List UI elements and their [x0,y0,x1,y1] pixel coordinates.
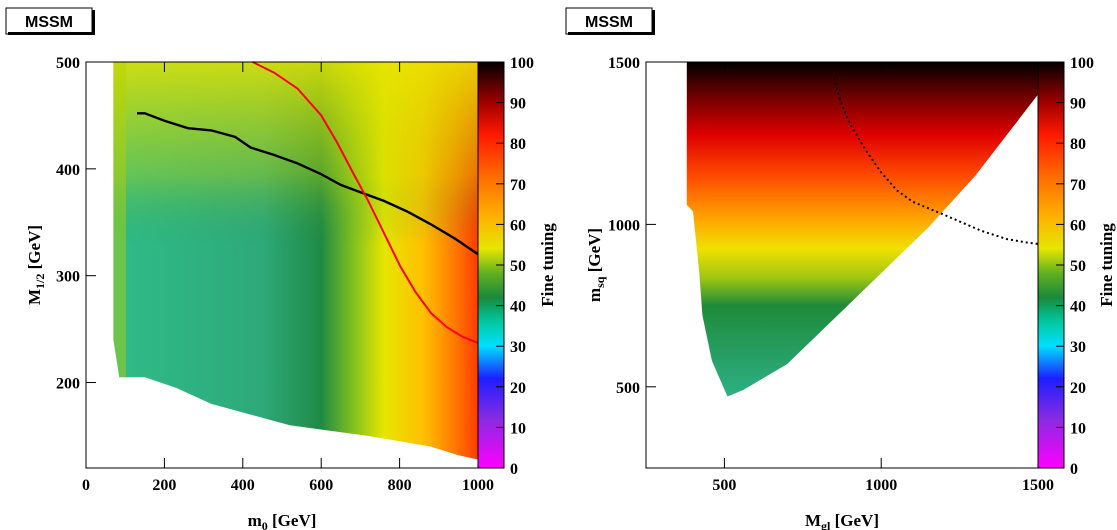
right-colorbar [1037,61,1065,469]
colorbar-tick-label: 80 [1070,136,1086,153]
colorbar-tick-label: 90 [1070,96,1086,113]
right-colorbar-label: Fine tuning [1097,223,1116,307]
colorbar-tick-label: 10 [510,420,526,437]
right-x-axis: 500 1000 1500 [712,62,1054,494]
y-tick-label: 400 [56,162,80,179]
right-y-label: msq [GeV] [585,228,607,302]
x-tick-label: 500 [712,477,736,494]
y-tick-label: 1500 [608,55,640,72]
colorbar-tick-label: 100 [510,55,534,72]
y-tick-label: 200 [56,376,80,393]
left-colorbar-label: Fine tuning [538,223,557,307]
colorbar-tick-label: 30 [1070,339,1086,356]
left-tag: MSSM [25,14,73,31]
x-tick-label: 1000 [462,477,494,494]
right-chart: 500 1000 1500 500 1000 1500 0 10 20 30 40 50 60 70 8… [565,7,1116,530]
colorbar-tick-label: 40 [510,299,526,316]
colorbar-tick-label: 90 [510,96,526,113]
x-tick-label: 1000 [865,477,897,494]
colorbar-tick-label: 80 [510,136,526,153]
x-tick-label: 600 [309,477,333,494]
colorbar-tick-label: 30 [510,339,526,356]
left-x-label: m0 [GeV] [248,511,317,530]
left-colorbar-ticks: 0 10 20 30 40 50 60 70 80 90 100 [496,55,534,478]
y-tick-label: 500 [616,380,640,397]
x-tick-label: 1500 [1022,477,1054,494]
colorbar-tick-label: 20 [510,380,526,397]
colorbar-tick-label: 70 [510,177,526,194]
left-tag-box [5,7,93,35]
left-chart: 0 200 400 600 800 1000 200 300 400 500 0 10 20 30 40… [5,7,557,530]
colorbar-tick-label: 40 [1070,299,1086,316]
left-x-axis: 0 200 400 600 800 1000 [82,62,494,494]
y-tick-label: 1000 [608,217,640,234]
right-y-axis: 500 1000 1500 [608,55,656,397]
y-tick-label: 300 [56,269,80,286]
black-contour-line [137,112,479,256]
colorbar-tick-label: 60 [510,217,526,234]
colorbar-tick-label: 50 [510,258,526,275]
colorbar-tick-label: 0 [510,461,518,478]
colorbar-tick-label: 60 [1070,217,1086,234]
colorbar-tick-label: 100 [1070,55,1094,72]
left-heatmap [113,62,478,460]
right-x-label: Mgl [GeV] [805,511,879,530]
colorbar-tick-label: 0 [1070,461,1078,478]
left-y-axis: 200 300 400 500 [56,55,96,393]
x-tick-label: 0 [82,477,90,494]
y-tick-label: 500 [56,55,80,72]
dotted-contour-line [833,77,1039,245]
colorbar-tick-label: 20 [1070,380,1086,397]
right-tag: MSSM [585,14,633,31]
colorbar-tick-label: 70 [1070,177,1086,194]
x-tick-label: 800 [388,477,412,494]
colorbar-tick-label: 50 [1070,258,1086,275]
left-y-label: M1/2 [GeV] [25,225,47,305]
x-tick-label: 400 [231,477,255,494]
x-tick-label: 200 [152,477,176,494]
red-contour-line [252,61,479,344]
colorbar-tick-label: 10 [1070,420,1086,437]
right-colorbar-ticks: 0 10 20 30 40 50 60 70 80 90 100 [1056,55,1094,478]
